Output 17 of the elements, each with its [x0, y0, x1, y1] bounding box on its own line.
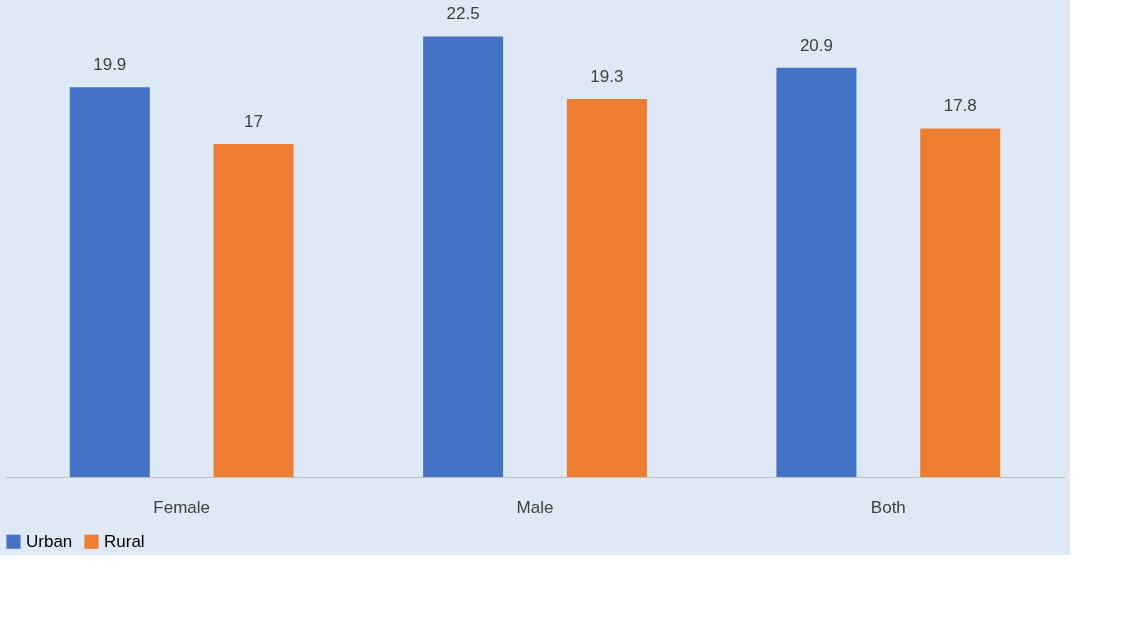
data-label: 19.9: [93, 55, 127, 75]
x-tick-label: Female: [153, 497, 211, 517]
data-label: 20.9: [799, 35, 833, 55]
data-label: 19.3: [590, 67, 624, 87]
x-tick-label: Male: [516, 497, 554, 517]
bar: [213, 144, 294, 477]
legend-label: Urban: [26, 531, 73, 551]
bar: [423, 36, 504, 477]
legend-label: Rural: [104, 531, 145, 551]
data-label: 17.8: [943, 96, 977, 116]
data-label: 22.5: [446, 4, 480, 24]
data-label: 17: [244, 112, 264, 132]
bar: [69, 87, 150, 477]
x-tick-label: Both: [870, 497, 906, 517]
bar: [920, 128, 1001, 477]
bar: [566, 99, 647, 477]
bar: [776, 67, 857, 477]
